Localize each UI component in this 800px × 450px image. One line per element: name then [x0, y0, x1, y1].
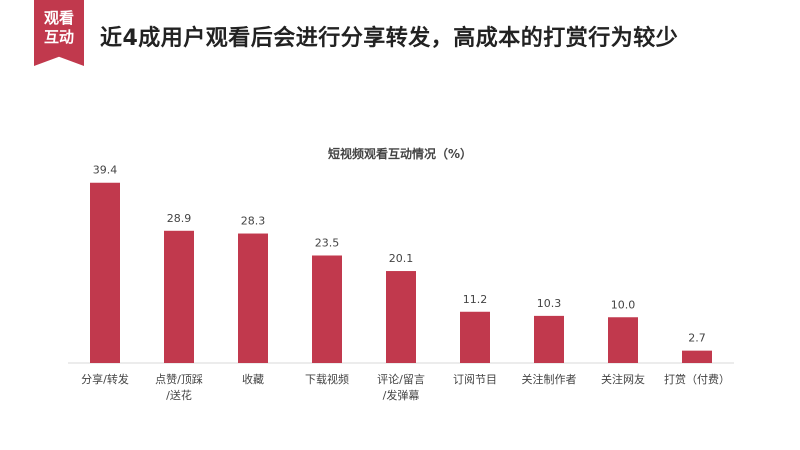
bar-value-label: 39.4	[93, 164, 118, 177]
badge-line-2: 互动	[43, 28, 74, 46]
bar	[682, 350, 712, 363]
bar	[534, 315, 564, 363]
bar	[460, 311, 490, 363]
bar	[238, 233, 268, 363]
x-tick-label: 评论/留言	[377, 372, 425, 386]
bar-value-label: 11.2	[463, 293, 488, 306]
x-tick-label: 收藏	[242, 372, 264, 386]
x-tick-label: 分享/转发	[81, 372, 129, 386]
bar	[312, 255, 342, 363]
bar-value-label: 10.0	[611, 298, 636, 311]
bar	[386, 271, 416, 363]
x-tick-label: 点赞/顶踩	[155, 373, 203, 386]
x-tick-label: 关注制作者	[522, 372, 577, 386]
bar-value-label: 20.1	[389, 252, 414, 265]
x-tick-label: 订阅节目	[453, 373, 497, 386]
bar-value-label: 10.3	[537, 297, 562, 310]
badge-line-1: 观看	[43, 9, 74, 27]
bar-value-label: 28.3	[241, 215, 266, 228]
x-tick-label: 打赏（付费）	[664, 372, 730, 386]
x-tick-label: 关注网友	[601, 372, 645, 386]
bar	[164, 230, 194, 363]
bar-value-label: 23.5	[315, 236, 340, 249]
chart-title: 短视频观看互动情况（%）	[327, 147, 473, 161]
x-tick-label: /发弹幕	[383, 388, 420, 402]
bar	[608, 317, 638, 363]
bar	[90, 182, 120, 363]
bar-value-label: 28.9	[167, 212, 192, 225]
bar-value-label: 2.7	[688, 332, 706, 345]
page-headline: 近4成用户观看后会进行分享转发，高成本的打赏行为较少	[100, 26, 679, 51]
x-tick-label: /送花	[166, 388, 192, 402]
section-badge: 观看 互动	[34, 0, 84, 66]
x-tick-label: 下载视频	[305, 372, 349, 386]
